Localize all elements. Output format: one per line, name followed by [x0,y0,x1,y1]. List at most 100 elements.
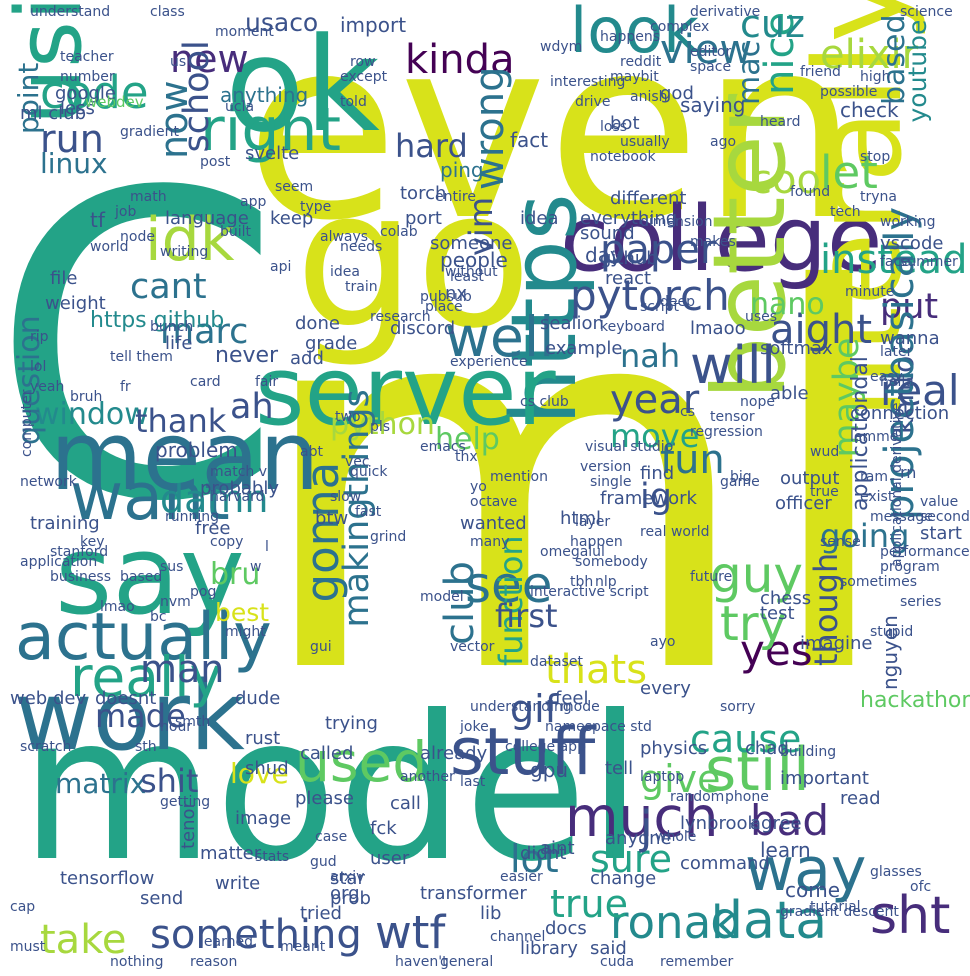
cloud-word: laptop [640,769,685,785]
cloud-word: linux [40,147,108,180]
cloud-word: send [140,888,184,909]
cloud-word: ah [230,387,274,427]
cloud-word: never [215,343,279,368]
cloud-word: man [140,647,225,691]
cloud-word: bc [150,609,167,625]
cloud-word: value [920,494,959,510]
cloud-word: vscode [880,233,944,254]
cloud-word: life [165,333,193,354]
cloud-word: drive [575,94,611,110]
cloud-word: writing [160,244,209,260]
cloud-word: best [215,598,270,627]
cloud-word: wanted [460,513,527,534]
cloud-word: something [150,912,362,958]
cloud-word: view [660,27,753,73]
cloud-word: glasses [870,864,922,880]
cloud-word: key [80,534,105,550]
cloud-word: really [70,645,223,709]
cloud-word: import [340,13,407,37]
cloud-word: model [420,589,464,605]
cloud-word: interactive script [530,584,649,600]
cloud-word: minute [845,284,895,300]
cloud-word: prob [330,888,371,909]
cloud-word: bru [210,557,261,592]
cloud-word: class [150,4,185,20]
cloud-word: shit [140,762,199,800]
cloud-word: train [345,279,378,295]
cloud-word: C [0,105,284,594]
cloud-word: doesnt [95,688,157,709]
cloud-word: nothing [110,954,164,970]
cloud-word: cs club [520,394,569,410]
cloud-word: later [880,344,913,360]
cloud-word: case [315,829,348,845]
cloud-word: row [350,54,376,70]
cloud-word: editor [690,44,732,60]
cloud-word: pls [370,419,391,435]
cloud-word: nvm [160,594,191,610]
cloud-word: always [320,229,369,245]
cloud-word: message [870,509,933,525]
cloud-word: aint [540,838,575,859]
cloud-word: data [710,891,828,951]
cloud-word: sense [820,534,861,550]
cloud-word: going [820,517,910,555]
cloud-word: thats [545,647,648,693]
cloud-word: work [15,662,245,772]
cloud-word: fast [355,504,382,520]
cloud-word: api [270,259,292,275]
cloud-word: stanford [50,544,109,560]
cloud-word: two [335,409,361,425]
cloud-word: run [40,117,104,161]
cloud-word: notebook [590,149,656,165]
cloud-word: loss [600,119,628,135]
cloud-word: btw [315,508,349,529]
cloud-word: j [640,801,653,854]
cloud-word: ml [250,182,902,788]
cloud-word: probably [200,478,279,499]
cloud-word: star [330,868,365,889]
cloud-word: kinda [405,37,515,83]
cloud-word: remember [660,954,734,970]
cloud-word: give [640,757,721,801]
cloud-word: gpu [530,758,569,782]
cloud-word: agree [750,813,802,834]
cloud-word: anyone [605,828,672,849]
cloud-word: keep [270,208,314,229]
cloud-word: user [370,848,410,869]
cloud-word: still [705,735,810,805]
cloud-word: seem [275,179,314,195]
cloud-word: namespace std [545,719,652,735]
cloud-word: bad [750,796,830,845]
cloud-word: webdev [85,93,144,111]
cloud-word: fair [255,374,279,390]
cloud-word: reddit [620,54,662,70]
cloud-word: idea [330,264,360,280]
cloud-word: nx [445,283,468,304]
cloud-word: tutorial [810,899,861,915]
cloud-word: happens [600,29,661,45]
cloud-word: discord [390,318,456,339]
cloud-word: year [610,377,700,423]
cloud-word: bot [610,113,640,134]
cloud-word: college [560,187,883,292]
cloud-word: performance [880,544,970,560]
cloud-word: omegalul [540,544,605,560]
cloud-word: day [585,243,622,267]
cloud-word: command [680,853,770,874]
cloud-word: didnt [520,843,567,864]
cloud-word: stop [860,149,891,165]
cloud-word: softmax [760,338,833,359]
cloud-word: based [120,569,163,585]
cloud-word: cause [690,717,802,761]
cloud-word: instead [820,237,968,283]
cloud-word: much [565,785,719,849]
cloud-word: check [840,98,899,122]
cloud-word: actually [15,600,272,675]
cloud-word: find [640,463,675,484]
cloud-word: cs [680,404,695,420]
cloud-word: running [165,509,220,525]
cloud-word: scratch [20,739,72,755]
cloud-word: tried [300,903,342,924]
cloud-word: help [435,422,500,457]
